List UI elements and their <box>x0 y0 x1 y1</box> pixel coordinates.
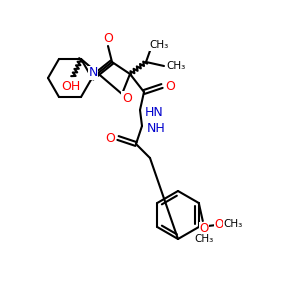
Text: CH₃: CH₃ <box>167 61 186 71</box>
Text: NH: NH <box>147 122 165 134</box>
Text: O: O <box>105 131 115 145</box>
Text: O: O <box>199 223 208 236</box>
Text: O: O <box>214 218 224 230</box>
Text: CH₃: CH₃ <box>223 219 242 229</box>
Text: O: O <box>122 92 132 104</box>
Text: CH₃: CH₃ <box>149 40 169 50</box>
Text: CH₃: CH₃ <box>194 234 213 244</box>
Text: OH: OH <box>61 80 81 93</box>
Text: HN: HN <box>145 106 164 118</box>
Text: O: O <box>165 80 175 92</box>
Text: O: O <box>103 32 113 44</box>
Text: N: N <box>88 67 98 80</box>
